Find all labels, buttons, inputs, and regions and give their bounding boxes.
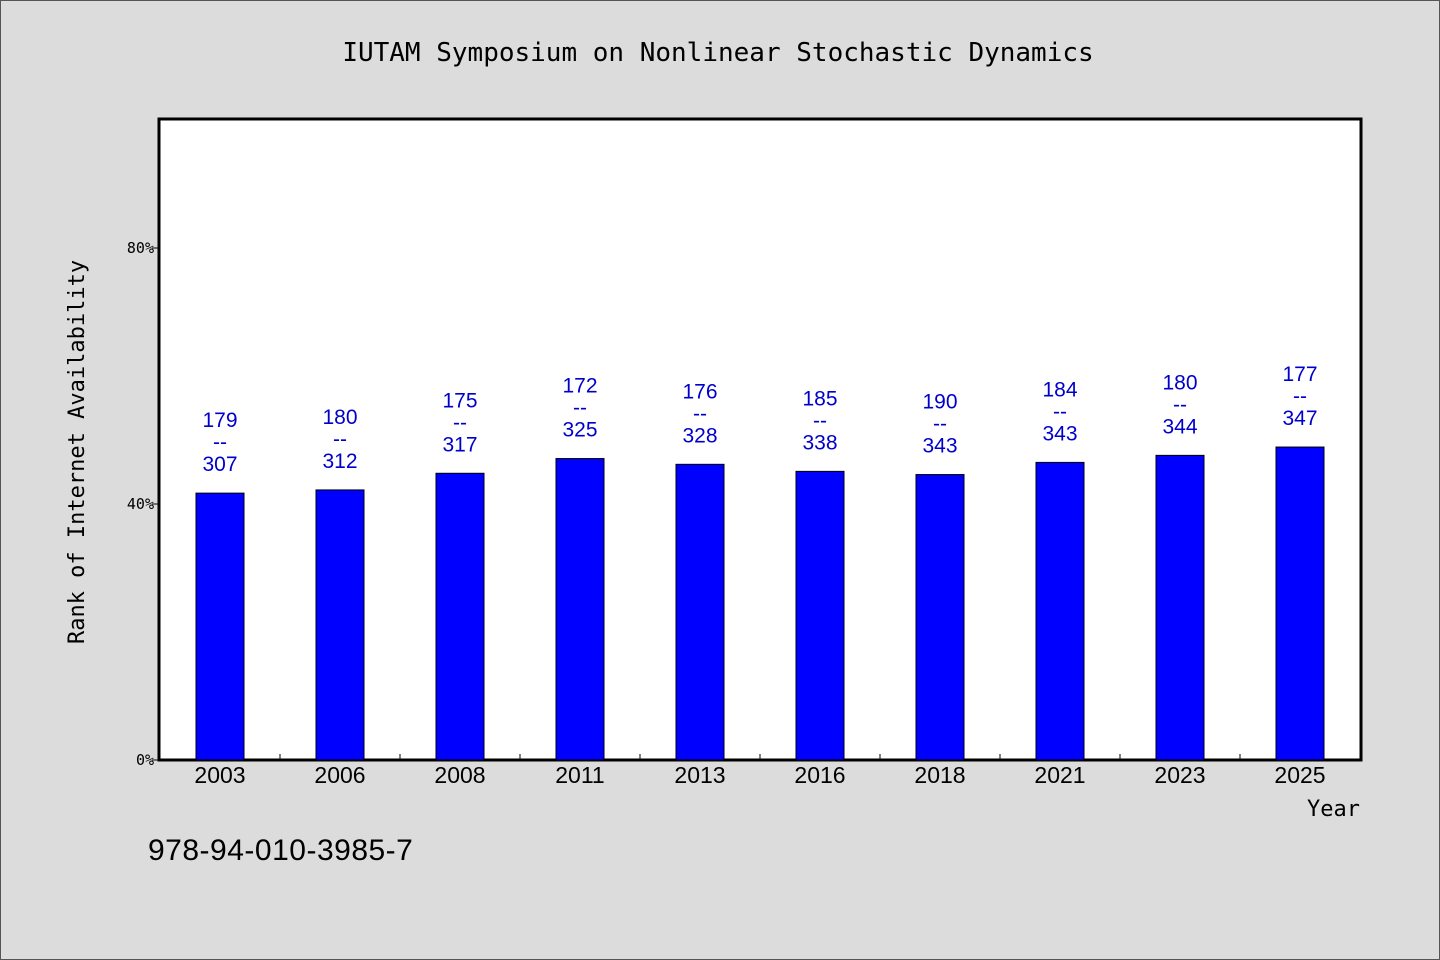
data-label-2006-bottom: 312 — [322, 450, 357, 473]
data-labels-layer: 179--307180--312175--317172--325176--328… — [202, 363, 1317, 476]
data-label-2011-sep: -- — [573, 397, 587, 420]
data-label-2008-sep: -- — [453, 411, 467, 434]
data-label-2018-sep: -- — [933, 413, 947, 436]
y-tick-label: 40% — [127, 495, 154, 513]
bar-2008 — [435, 472, 485, 761]
data-label-2008-top: 175 — [442, 389, 477, 412]
x-tick-label-2025: 2025 — [1274, 762, 1325, 788]
bar-2003 — [195, 492, 245, 761]
chart-title: IUTAM Symposium on Nonlinear Stochastic … — [342, 38, 1093, 68]
x-tick-label-2016: 2016 — [794, 762, 845, 788]
bar-2021 — [1035, 461, 1085, 761]
bar-2018 — [915, 474, 965, 761]
data-label-2016-sep: -- — [813, 409, 827, 432]
bar-2006 — [315, 489, 365, 761]
y-axis-label: Rank of Internet Availability — [65, 260, 90, 644]
data-label-2021-top: 184 — [1042, 378, 1077, 401]
data-label-2011-top: 172 — [562, 375, 597, 398]
data-label-2013-sep: -- — [693, 402, 707, 425]
x-axis: 2003 2006 2008 2011 2013 2016 2018 2021 2023 2025 — [194, 754, 1326, 788]
x-tick-label-2013: 2013 — [674, 762, 725, 788]
data-label-2018-top: 190 — [922, 391, 957, 414]
data-label-2011-bottom: 325 — [562, 419, 597, 442]
x-tick-label-2018: 2018 — [914, 762, 965, 788]
data-label-2025-sep: -- — [1293, 385, 1307, 408]
data-label-2023-top: 180 — [1162, 371, 1197, 394]
data-label-2013-bottom: 328 — [682, 424, 717, 447]
x-tick-label-2006: 2006 — [314, 762, 365, 788]
data-label-2021-sep: -- — [1053, 400, 1067, 423]
data-label-2021-bottom: 343 — [1042, 422, 1077, 445]
y-tick-label: 80% — [127, 239, 154, 257]
data-label-2006-sep: -- — [333, 428, 347, 451]
data-label-2003-sep: -- — [213, 431, 227, 454]
data-label-2016-bottom: 338 — [802, 431, 837, 454]
bar-2025 — [1275, 446, 1325, 761]
x-tick-label-2023: 2023 — [1154, 762, 1205, 788]
bar-2011 — [555, 458, 605, 761]
x-tick-label-2008: 2008 — [434, 762, 485, 788]
data-label-2023-sep: -- — [1173, 393, 1187, 416]
data-label-2023-bottom: 344 — [1162, 415, 1197, 438]
data-label-2025-bottom: 347 — [1282, 407, 1317, 430]
data-label-2025-top: 177 — [1282, 363, 1317, 386]
x-axis-label: Year — [1307, 797, 1360, 822]
data-label-2006-top: 180 — [322, 406, 357, 429]
y-tick-label: 0% — [136, 751, 154, 769]
x-tick-label-2003: 2003 — [194, 762, 245, 788]
bar-2023 — [1155, 454, 1205, 761]
x-tick-label-2011: 2011 — [555, 762, 604, 788]
data-label-2003-bottom: 307 — [202, 453, 237, 476]
bar-2016 — [795, 470, 845, 761]
data-label-2016-top: 185 — [802, 387, 837, 410]
bar-2013 — [675, 463, 725, 761]
data-label-2008-bottom: 317 — [442, 433, 477, 456]
y-axis: 0% 40% 80% — [127, 239, 160, 769]
data-label-2018-bottom: 343 — [922, 435, 957, 458]
bars-layer — [195, 446, 1325, 761]
isbn-code: 978-94-010-3985-7 — [148, 834, 414, 867]
data-label-2013-top: 176 — [682, 380, 717, 403]
data-label-2003-top: 179 — [202, 409, 237, 432]
x-tick-label-2021: 2021 — [1034, 762, 1085, 788]
